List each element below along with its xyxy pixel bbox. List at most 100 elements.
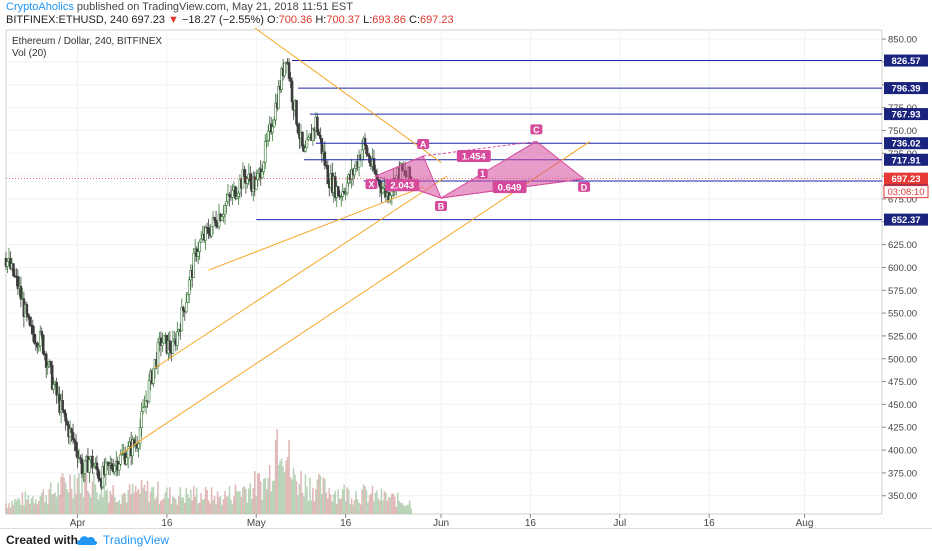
candle-body — [46, 365, 50, 368]
volume-bar — [347, 489, 350, 514]
candle-body — [120, 453, 124, 456]
candle-body — [237, 192, 240, 197]
volume-bar — [239, 490, 241, 514]
volume-bar — [134, 485, 137, 514]
volume-bar — [256, 473, 259, 514]
candle-body — [368, 155, 371, 163]
volume-bar — [131, 484, 134, 514]
price-chart[interactable]: X A B C D 1 2.043 1.454 0.649 350.00 375.00 400.00… — [0, 28, 932, 528]
volume-bar — [133, 492, 135, 514]
volume-bar — [386, 500, 389, 514]
volume-bar — [301, 492, 304, 514]
volume-bar — [81, 462, 83, 514]
volume-bar — [70, 488, 73, 514]
volume-bar — [262, 478, 265, 514]
pattern-point-badge — [365, 179, 378, 190]
candle-body — [274, 102, 277, 121]
candle-body — [353, 168, 356, 176]
trendlines — [118, 28, 591, 456]
tradingview-link[interactable]: TradingView — [103, 533, 170, 547]
candle-body — [19, 286, 23, 300]
y-tick-label: 750.00 — [888, 126, 917, 137]
volume-bar — [283, 471, 286, 514]
trendline — [208, 186, 424, 271]
volume-bar — [243, 486, 246, 514]
candle-body — [254, 179, 258, 190]
volume-bar — [48, 489, 51, 514]
candle-body — [171, 340, 175, 354]
candle-body — [104, 462, 108, 475]
volume-bar — [356, 499, 359, 514]
volume-bar — [160, 500, 162, 514]
volume-bar — [300, 471, 302, 514]
volume-bar — [110, 494, 113, 514]
candle-body — [225, 201, 228, 206]
volume-bar — [151, 487, 153, 514]
candle-body — [378, 179, 382, 188]
candle-body — [138, 427, 142, 445]
candle-body — [41, 334, 45, 355]
candle-body — [44, 353, 48, 368]
candle-body — [74, 441, 78, 452]
volume-bar — [265, 489, 268, 514]
candle-body — [113, 465, 117, 473]
volume-bar — [32, 496, 34, 514]
volume-bar — [130, 494, 132, 514]
x-tick-label: May — [247, 518, 266, 528]
volume-bar — [303, 496, 305, 514]
trendline — [154, 175, 448, 369]
volume-bar — [391, 493, 393, 514]
candle-body — [272, 119, 276, 128]
volume-bar — [380, 488, 383, 514]
volume-bar — [100, 478, 103, 514]
time-axis[interactable]: Apr 16 May 16 Jun 16 Jul 16 Aug — [70, 514, 814, 528]
volume-bar — [371, 485, 374, 514]
candle-body — [326, 165, 330, 185]
volume-bar — [67, 492, 70, 514]
candle-body — [62, 409, 66, 414]
pattern-ratio-label: 1.454 — [462, 152, 486, 163]
volume-bar — [170, 504, 173, 514]
author-link[interactable]: CryptoAholics — [6, 1, 74, 13]
volume-bar — [376, 490, 378, 514]
level-badge-label: 767.93 — [891, 110, 920, 121]
level-badge — [884, 82, 928, 95]
volume-bar — [319, 475, 322, 514]
volume-bar — [29, 503, 31, 514]
volume-bar — [105, 491, 107, 514]
x-tick-label: Apr — [70, 518, 86, 528]
candle-body — [204, 226, 207, 241]
candle-body — [266, 130, 270, 141]
y-tick-label: 475.00 — [888, 377, 917, 388]
volume-bar — [253, 471, 256, 514]
y-tick-label: 375.00 — [888, 468, 917, 479]
volume-bar — [121, 494, 124, 514]
y-tick-label: 500.00 — [888, 354, 917, 365]
volume-bar — [106, 489, 109, 514]
candle-body — [184, 301, 188, 313]
volume-bar — [94, 484, 97, 514]
volume-bar — [40, 492, 43, 514]
candle-body — [263, 140, 267, 163]
volume-bar — [163, 498, 165, 514]
candle-body — [304, 147, 307, 152]
volume-bar — [404, 506, 407, 514]
volume-bar — [370, 493, 372, 514]
volume-bar — [304, 474, 307, 514]
volume-bar — [157, 481, 159, 514]
pattern-point-label: X — [368, 180, 374, 190]
candle-body — [246, 178, 249, 184]
change-value: −18.27 (−2.55%) — [182, 14, 264, 26]
price-axis[interactable]: 350.00 375.00 400.00 425.00 450.00 475.00 500.… — [882, 35, 929, 503]
low-label: L: — [363, 14, 373, 26]
candle-body — [161, 342, 164, 346]
candle-body — [342, 191, 346, 194]
volume-bar — [167, 498, 170, 514]
volume-bar — [397, 492, 399, 514]
trendline — [254, 28, 442, 163]
candle-body — [260, 171, 264, 179]
pattern-point-badge — [435, 201, 448, 212]
volume-bar — [9, 507, 12, 514]
volume-bar — [279, 461, 281, 514]
candle-body — [256, 173, 260, 180]
